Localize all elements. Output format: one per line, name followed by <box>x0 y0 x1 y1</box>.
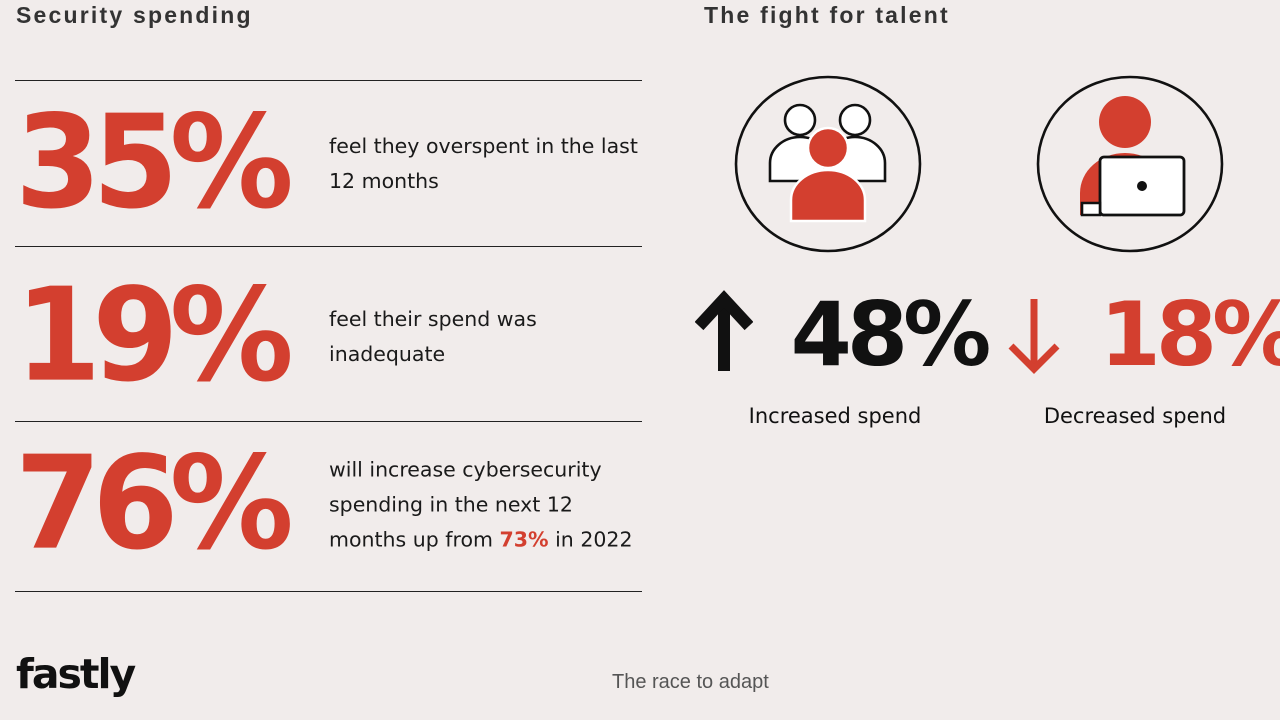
divider <box>15 246 642 247</box>
divider <box>15 591 642 592</box>
stat-row: 35% feel they overspent in the last 12 m… <box>15 81 642 246</box>
divider <box>15 421 642 422</box>
stat-highlight: 73% <box>499 527 549 551</box>
stat-value: 35% <box>15 88 294 238</box>
person-laptop-icon <box>1035 75 1225 253</box>
decreased-spend-label: Decreased spend <box>1043 404 1227 428</box>
section-title-fight-for-talent: The fight for talent <box>704 2 950 28</box>
divider <box>15 80 642 81</box>
decreased-spend-value: 18% <box>1006 285 1280 385</box>
stat-value: 19% <box>15 261 294 411</box>
arrow-up-icon <box>695 290 753 371</box>
stat-description-text: will increase cybersecurity spending in … <box>329 457 602 551</box>
stat-value: 76% <box>15 429 294 579</box>
stat-description: will increase cybersecurity spending in … <box>329 452 649 557</box>
increased-spend-number: 48% <box>790 283 992 386</box>
stat-description: feel their spend was inadequate <box>329 306 537 366</box>
increased-spend-label: Increased spend <box>748 404 922 428</box>
stat-description-text: in 2022 <box>555 527 633 551</box>
people-group-icon <box>733 75 923 253</box>
stat-row: 76% will increase cybersecurity spending… <box>15 422 642 587</box>
section-title-security-spending: Security spending <box>16 2 253 28</box>
footer-tagline: The race to adapt <box>612 671 769 693</box>
fastly-logo: fastly <box>16 650 136 698</box>
arrow-down-icon <box>1008 299 1060 374</box>
decreased-spend-number: 18% <box>1099 283 1280 386</box>
stat-description: feel they overspent in the last 12 month… <box>329 133 638 193</box>
stat-row: 19% feel their spend was inadequate <box>15 254 642 419</box>
increased-spend-value: 48% <box>695 283 992 386</box>
